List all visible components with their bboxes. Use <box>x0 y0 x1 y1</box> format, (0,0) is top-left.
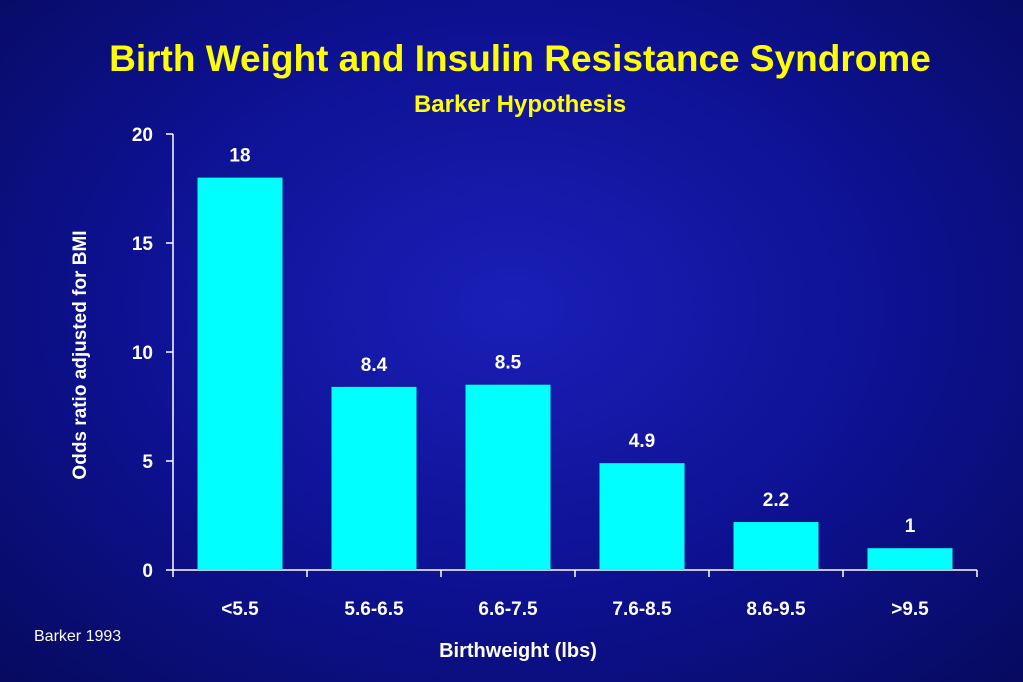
source-citation: Barker 1993 <box>34 628 122 645</box>
bar <box>733 522 819 570</box>
x-axis-label: Birthweight (lbs) <box>439 640 597 662</box>
bar-value-label: 18 <box>229 146 250 167</box>
x-tick-label: 5.6-6.5 <box>344 599 404 620</box>
x-tick-label: 7.6-8.5 <box>612 599 672 620</box>
chart-title: Birth Weight and Insulin Resistance Synd… <box>109 38 931 79</box>
y-axis: 0 5 10 15 20 <box>132 125 174 582</box>
bar <box>599 463 685 570</box>
x-tick-label: <5.5 <box>221 599 259 620</box>
bar-value-label: 2.2 <box>763 490 789 511</box>
y-tick-label: 0 <box>142 561 153 582</box>
y-tick-label: 5 <box>142 452 153 473</box>
bar-value-label: 1 <box>905 516 916 537</box>
y-tick-label: 20 <box>132 125 153 146</box>
bar <box>331 386 417 570</box>
x-tick-label: >9.5 <box>891 599 929 620</box>
bar-value-label: 8.5 <box>495 353 522 374</box>
x-tick-label: 8.6-9.5 <box>746 599 806 620</box>
y-tick-label: 10 <box>132 343 153 364</box>
y-tick-label: 15 <box>132 234 154 255</box>
y-axis-label: Odds ratio adjusted for BMI <box>70 230 91 479</box>
bar-value-label: 8.4 <box>361 355 388 376</box>
bar-value-label: 4.9 <box>629 431 655 452</box>
x-tick-label: 6.6-7.5 <box>478 599 538 620</box>
bars: 18 8.4 8.5 4.9 2.2 1 <box>197 146 953 570</box>
bar <box>465 384 551 570</box>
chart-subtitle: Barker Hypothesis <box>413 91 627 118</box>
x-axis: <5.5 5.6-6.5 6.6-7.5 7.6-8.5 8.6-9.5 >9.5 <box>172 569 978 620</box>
bar <box>197 177 283 570</box>
bar <box>867 548 953 570</box>
